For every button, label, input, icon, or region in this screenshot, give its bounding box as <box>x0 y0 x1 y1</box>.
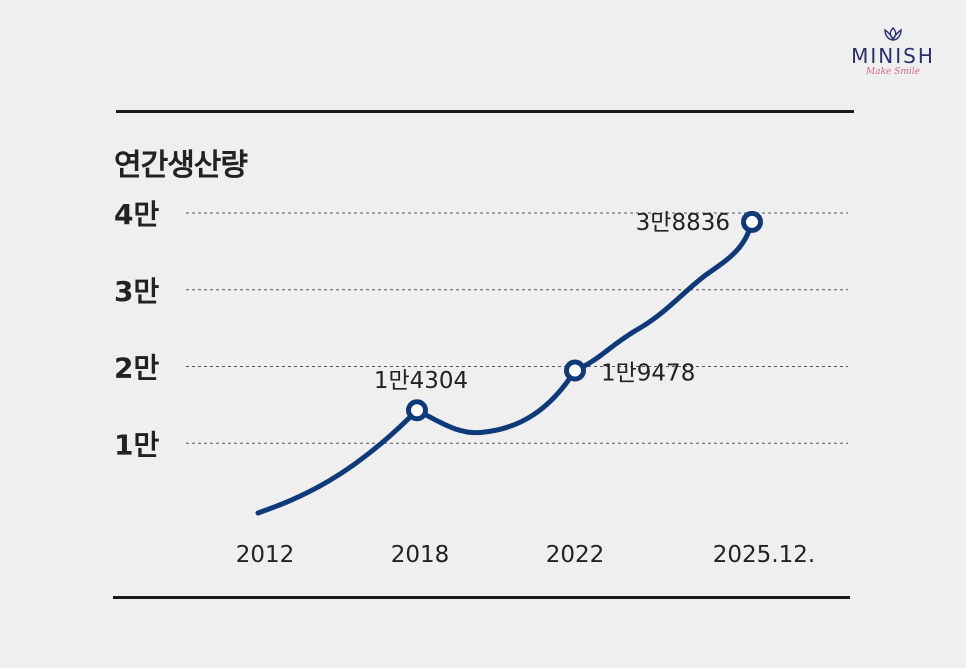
data-point-2025.12. <box>741 210 763 233</box>
top-divider <box>116 110 854 113</box>
data-label: 1만4304 <box>374 368 468 394</box>
logo-tagline: Make Smile <box>865 67 920 77</box>
y-tick-label: 2만 <box>114 352 159 385</box>
x-tick-label: 2018 <box>391 542 450 568</box>
tulip-icon <box>884 27 902 41</box>
logo-name: MINISH <box>851 44 935 68</box>
y-tick-label: 4만 <box>114 198 159 231</box>
chart-title: 연간생산량 <box>114 148 248 183</box>
data-label: 3만8836 <box>636 210 730 236</box>
x-tick-label: 2012 <box>236 542 295 568</box>
y-tick-label: 3만 <box>114 275 159 308</box>
x-tick-label: 2025.12. <box>713 542 815 568</box>
y-tick-label: 1만 <box>114 428 159 461</box>
data-point-2018 <box>406 399 428 422</box>
x-tick-label: 2022 <box>546 542 605 568</box>
data-point-2022 <box>564 359 586 382</box>
bottom-divider <box>113 596 850 599</box>
series-line <box>255 219 755 516</box>
data-label: 1만9478 <box>601 361 695 387</box>
brand-logo: MINISH Make Smile <box>848 26 938 77</box>
